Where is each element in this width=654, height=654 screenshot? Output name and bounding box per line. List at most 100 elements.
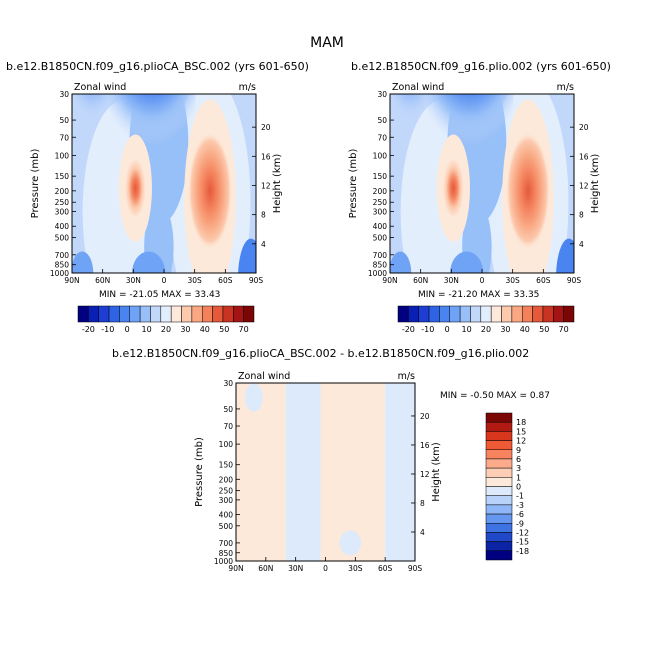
figure-title: MAM [310, 35, 344, 51]
pressure-tick-label: 1000 [368, 269, 387, 278]
colorbar-swatch [160, 305, 172, 323]
height-tick-label: 12 [579, 181, 589, 190]
colorbar-swatch [77, 305, 89, 323]
zonal-wind-label: Zonal wind [238, 371, 290, 382]
colorbar-swatch [485, 532, 513, 542]
pressure-tick-label: 250 [373, 198, 388, 207]
lat-tick-label: 90N [382, 276, 397, 285]
pressure-tick-label: 300 [219, 496, 234, 505]
pressure-tick-label: 150 [219, 461, 234, 470]
colorbar-swatch [88, 305, 99, 323]
colorbar-label: -10 [101, 325, 114, 334]
colorbar-label: 50 [219, 325, 229, 334]
height-tick-label: 16 [579, 152, 589, 161]
colorbar-swatch [129, 305, 141, 323]
pressure-tick-label: 50 [59, 116, 69, 125]
pressure-tick-label: 100 [55, 151, 70, 160]
colorbar-label: -10 [421, 325, 434, 334]
colorbar-label: 40 [520, 325, 530, 334]
colorbar-swatch [485, 513, 513, 524]
field-polar-north [390, 251, 412, 273]
pressure-tick-label: 700 [219, 539, 234, 548]
colorbar-swatch [408, 305, 419, 323]
colorbar-swatch [181, 305, 193, 323]
height-tick-label: 20 [261, 123, 271, 132]
colorbar-swatch [553, 305, 564, 323]
height-tick-label: 4 [261, 240, 266, 249]
units-label: m/s [557, 82, 574, 93]
colorbar-swatch [485, 431, 513, 441]
field-layer [72, 94, 256, 273]
colorbar-swatch [98, 305, 110, 323]
colorbar-swatch [201, 305, 213, 323]
pressure-tick-label: 700 [373, 251, 388, 260]
colorbar-swatch [428, 305, 440, 323]
colorbar-label: 9 [516, 446, 521, 455]
pressure-tick-label: 200 [55, 187, 70, 196]
lat-tick-label: 90N [228, 564, 243, 573]
height-tick-label: 20 [420, 412, 430, 421]
pressure-tick-label: 30 [223, 379, 233, 388]
height-tick-label: 12 [420, 470, 430, 479]
colorbar-swatch [521, 305, 533, 323]
lat-tick-label: 60N [413, 276, 428, 285]
panel-1-stats: MIN = -21.05 MAX = 33.43 [99, 290, 221, 300]
colorbar-swatch [485, 541, 513, 552]
height-tick-label: 16 [261, 152, 271, 161]
panel-3-title: b.e12.B1850CN.f09_g16.plioCA_BSC.002 - b… [112, 347, 530, 360]
colorbar-swatch [108, 305, 120, 323]
pressure-tick-label: 30 [59, 90, 69, 99]
lat-tick-label: 90N [64, 276, 79, 285]
zonal-wind-label: Zonal wind [74, 82, 126, 93]
height-tick-label: 4 [579, 240, 584, 249]
colorbar-swatch [222, 305, 234, 323]
ylabel-right: Height (km) [272, 154, 283, 214]
lat-tick-label: 0 [480, 276, 485, 285]
colorbar-label: 20 [161, 325, 171, 334]
colorbar-swatch [485, 440, 513, 450]
colorbar-label: 30 [180, 325, 190, 334]
colorbar-label: 70 [239, 325, 249, 334]
colorbar-swatch [485, 504, 513, 515]
ylabel-right: Height (km) [590, 154, 601, 214]
field-north-jet [121, 148, 150, 228]
height-tick-label: 16 [420, 441, 430, 450]
pressure-tick-label: 200 [219, 475, 234, 484]
diff-region [385, 383, 415, 561]
lat-tick-label: 0 [323, 564, 328, 573]
lat-tick-label: 60N [258, 564, 273, 573]
field-trade-easterly [450, 251, 484, 273]
colorbar-swatch [485, 550, 513, 561]
colorbar-label: 50 [539, 325, 549, 334]
lat-tick-label: 60S [218, 276, 233, 285]
lat-tick-label: 60N [95, 276, 110, 285]
ylabel-right: Height (km) [431, 442, 442, 502]
pressure-tick-label: 50 [223, 405, 233, 414]
pressure-tick-label: 1000 [214, 557, 233, 566]
lat-tick-label: 0 [162, 276, 167, 285]
pressure-tick-label: 50 [377, 116, 387, 125]
colorbar-label: 15 [516, 427, 526, 436]
pressure-tick-label: 300 [55, 208, 70, 217]
colorbar-swatch [485, 412, 513, 423]
ylabel-left: Pressure (mb) [348, 149, 359, 219]
field-south-jet [187, 131, 233, 250]
colorbar-swatch [480, 305, 492, 323]
colorbar-swatch [119, 305, 131, 323]
colorbar-label: 40 [200, 325, 210, 334]
colorbar-label: -12 [516, 528, 529, 537]
colorbar-swatch [485, 467, 513, 478]
height-tick-label: 20 [579, 123, 589, 132]
colorbar-label: 10 [461, 325, 471, 334]
diff-blob-north [244, 383, 263, 412]
field-strat-north [72, 94, 115, 143]
colorbar-swatch [485, 495, 513, 506]
panel-2-stats: MIN = -21.20 MAX = 33.35 [418, 290, 540, 300]
panel-1-title: b.e12.B1850CN.f09_g16.plioCA_BSC.002 (yr… [6, 60, 309, 73]
lat-tick-label: 30S [348, 564, 363, 573]
colorbar-label: 30 [500, 325, 510, 334]
pressure-tick-label: 850 [55, 261, 70, 270]
diff-region [285, 383, 321, 561]
units-label: m/s [239, 82, 256, 93]
